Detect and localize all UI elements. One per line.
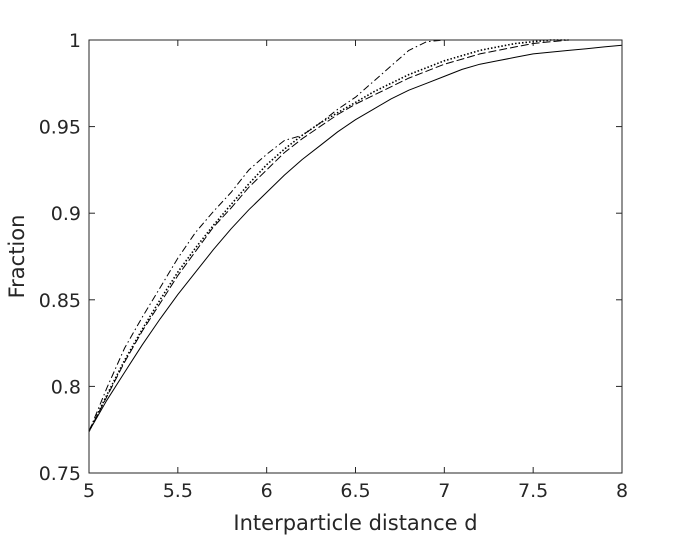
y-tick-label: 0.95 [39,117,81,139]
series-line-1 [88,44,623,432]
x-axis-title: Interparticle distance d [233,511,477,535]
x-tick-label: 5 [83,480,95,502]
y-tick-label: 0.85 [39,290,81,312]
x-tick-label: 7.5 [518,480,548,502]
y-tick-label: 1 [69,30,81,52]
x-tick-label: 5.5 [163,480,193,502]
y-tick-label: 0.9 [51,203,81,225]
series-line-4 [88,39,463,432]
tick-layer: 5 5.5 6 6.5 7 7.5 8 0.75 0.8 0.85 0.9 0.95 1 [39,30,628,502]
x-tick-label: 6.5 [340,480,370,502]
series-line-2 [88,39,587,432]
x-tick-label: 8 [616,480,628,502]
series-line-3 [88,39,569,432]
series-layer [88,39,623,432]
y-tick-label: 0.75 [39,463,81,485]
x-tick-label: 7 [438,480,450,502]
y-axis-title: Fraction [5,215,29,299]
y-tick-label: 0.8 [51,376,81,398]
x-tick-label: 6 [261,480,273,502]
plot-background [89,40,622,473]
